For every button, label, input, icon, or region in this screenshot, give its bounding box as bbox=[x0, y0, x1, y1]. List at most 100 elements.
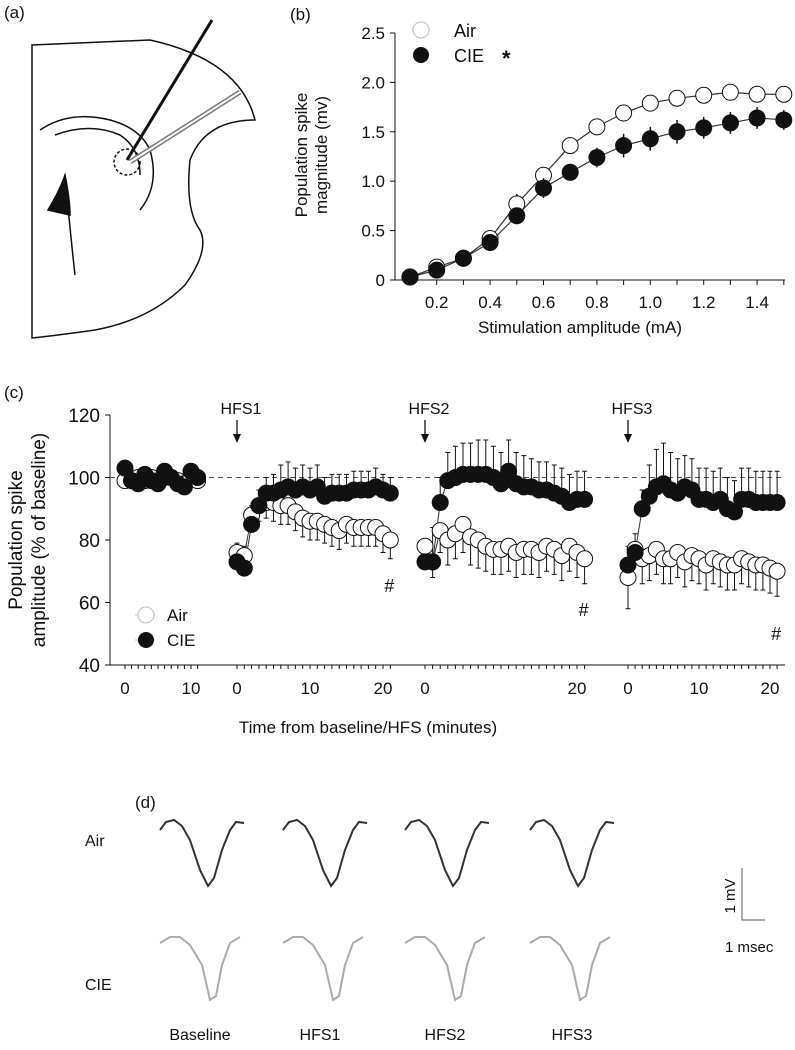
chart-b-point-cie bbox=[615, 137, 633, 155]
chart-c-point-air bbox=[454, 515, 472, 533]
chart-c-x-tick-label: 10 bbox=[182, 679, 201, 698]
hfs-label: HFS2 bbox=[409, 401, 450, 418]
hfs-arrowhead-icon bbox=[421, 434, 429, 443]
trace-col-label-hfs1: HFS1 bbox=[300, 1027, 341, 1044]
legend-b-air-label: Air bbox=[454, 21, 476, 41]
legend-b-cie-label: CIE bbox=[454, 46, 484, 66]
trace-cie-3 bbox=[529, 936, 611, 1002]
chart-b-point-cie bbox=[508, 207, 526, 225]
chart-c-ylabel-1: Population spike bbox=[6, 470, 27, 609]
chart-c-x-tick-label: 20 bbox=[374, 679, 393, 698]
significance-hash: # bbox=[579, 600, 589, 620]
chart-b-y-tick-label: 1.0 bbox=[361, 172, 385, 191]
chart-c-y-tick-label: 120 bbox=[68, 406, 100, 427]
trace-air-0 bbox=[159, 818, 245, 888]
scale-bar-vertical-label: 1 mV bbox=[722, 878, 739, 913]
chart-b-x-tick-label: 1.0 bbox=[638, 293, 662, 312]
chart-b-point-cie bbox=[721, 114, 739, 132]
chart-b-x-tick-label: 0.6 bbox=[532, 293, 556, 312]
chart-b-point-cie bbox=[588, 148, 606, 166]
chart-b-point-air bbox=[561, 137, 579, 155]
chart-b-point-cie bbox=[401, 268, 419, 286]
chart-c-x-tick-label: 0 bbox=[120, 679, 129, 698]
chart-c-x-tick-label: 10 bbox=[690, 679, 709, 698]
chart-c-x-tick-label: 20 bbox=[761, 679, 780, 698]
chart-b-point-cie bbox=[428, 261, 446, 279]
chart-c-ylabel-2: amplitude (% of baseline) bbox=[29, 433, 50, 647]
chart-c-x-tick-label: 10 bbox=[301, 679, 320, 698]
trace-col-label-hfs3: HFS3 bbox=[552, 1027, 593, 1044]
chart-c-point-cie bbox=[424, 553, 442, 571]
chart-b-point-cie bbox=[775, 111, 793, 129]
chart-c-xlabel: Time from baseline/HFS (minutes) bbox=[239, 718, 497, 737]
chart-c-x-tick-label: 20 bbox=[568, 679, 587, 698]
chart-c-point-cie bbox=[500, 462, 518, 480]
chart-c-y-tick-label: 100 bbox=[68, 469, 100, 490]
chart-b-point-air bbox=[641, 94, 659, 112]
trace-air-1 bbox=[282, 818, 368, 888]
chart-b-y-tick-label: 2.0 bbox=[361, 73, 385, 92]
chart-b-point-air bbox=[721, 83, 739, 101]
trace-air-3 bbox=[529, 818, 615, 888]
chart-c-point-air bbox=[416, 537, 434, 555]
chart-b-point-air bbox=[668, 89, 686, 107]
legend-b-cie-marker bbox=[413, 47, 429, 63]
chart-c-y-tick-label: 60 bbox=[79, 594, 100, 615]
chart-c-point-cie bbox=[175, 478, 193, 496]
chart-c-point-cie bbox=[243, 515, 261, 533]
panel-label-c: (c) bbox=[4, 383, 24, 402]
chart-b-point-air bbox=[695, 86, 713, 104]
chart-c-x-tick-label: 0 bbox=[420, 679, 429, 698]
scale-bar bbox=[741, 868, 765, 921]
chart-c-point-cie bbox=[250, 497, 268, 515]
legend-c-cie-label: CIE bbox=[167, 631, 195, 650]
chart-c-point-cie bbox=[576, 490, 594, 508]
chart-b-point-cie bbox=[561, 163, 579, 181]
chart-c-point-cie bbox=[235, 559, 253, 577]
chart-c-x-tick-label: 0 bbox=[232, 679, 241, 698]
chart-b: 0 0.5 1.0 1.5 2.0 2.5 0.2 0.4 0.6 0.8 1.0 1.2 1.4 bbox=[361, 24, 793, 312]
scale-bar-horizontal-label: 1 msec bbox=[725, 939, 774, 956]
chart-b-point-cie bbox=[535, 179, 552, 197]
hfs-arrowhead-icon bbox=[624, 434, 632, 443]
significance-asterisk: * bbox=[502, 46, 511, 71]
trace-cie-0 bbox=[159, 936, 241, 1002]
trace-col-label-hfs2: HFS2 bbox=[425, 1027, 466, 1044]
panel-label-d: (d) bbox=[135, 793, 156, 812]
chart-b-y-tick-label: 0.5 bbox=[361, 222, 385, 241]
chart-c-point-cie bbox=[381, 484, 399, 502]
legend-c-cie-marker bbox=[138, 632, 154, 648]
chart-c-point-air bbox=[381, 531, 399, 549]
trace-row-label-cie: CIE bbox=[85, 977, 112, 994]
chart-b-point-air bbox=[588, 118, 606, 136]
legend-c-air-label: Air bbox=[167, 606, 188, 625]
hfs-arrowhead-icon bbox=[233, 434, 241, 443]
chart-b-x-tick-label: 1.4 bbox=[745, 293, 769, 312]
trace-col-label-baseline: Baseline bbox=[169, 1027, 230, 1044]
chart-c-point-cie bbox=[189, 469, 207, 486]
chart-b-x-tick-label: 1.2 bbox=[692, 293, 716, 312]
trace-cie-1 bbox=[282, 936, 364, 1002]
chart-b-x-tick-label: 0.2 bbox=[425, 293, 449, 312]
chart-b-ylabel-1: Population spike bbox=[292, 93, 311, 218]
trace-air-2 bbox=[404, 818, 490, 888]
chart-b-point-cie bbox=[454, 249, 472, 267]
chart-b-y-tick-label: 1.5 bbox=[361, 123, 385, 142]
chart-b-point-cie bbox=[668, 123, 686, 141]
panel-label-a: (a) bbox=[4, 3, 25, 22]
brain-slice-illustration bbox=[31, 19, 256, 339]
chart-b-ylabel-2: magnitude (mv) bbox=[312, 96, 331, 214]
chart-b-point-air bbox=[775, 85, 793, 103]
trace-row-label-air: Air bbox=[85, 833, 105, 850]
chart-c-point-cie bbox=[626, 544, 644, 561]
chart-c-point-cie bbox=[431, 494, 449, 511]
significance-hash: # bbox=[384, 576, 394, 596]
chart-b-x-tick-label: 0.4 bbox=[478, 293, 502, 312]
chart-b-point-cie bbox=[481, 233, 499, 251]
legend-c-air-marker bbox=[137, 606, 155, 624]
chart-c-y-tick-label: 40 bbox=[79, 656, 100, 677]
chart-b-point-cie bbox=[748, 109, 766, 127]
chart-b-point-cie bbox=[641, 130, 659, 148]
